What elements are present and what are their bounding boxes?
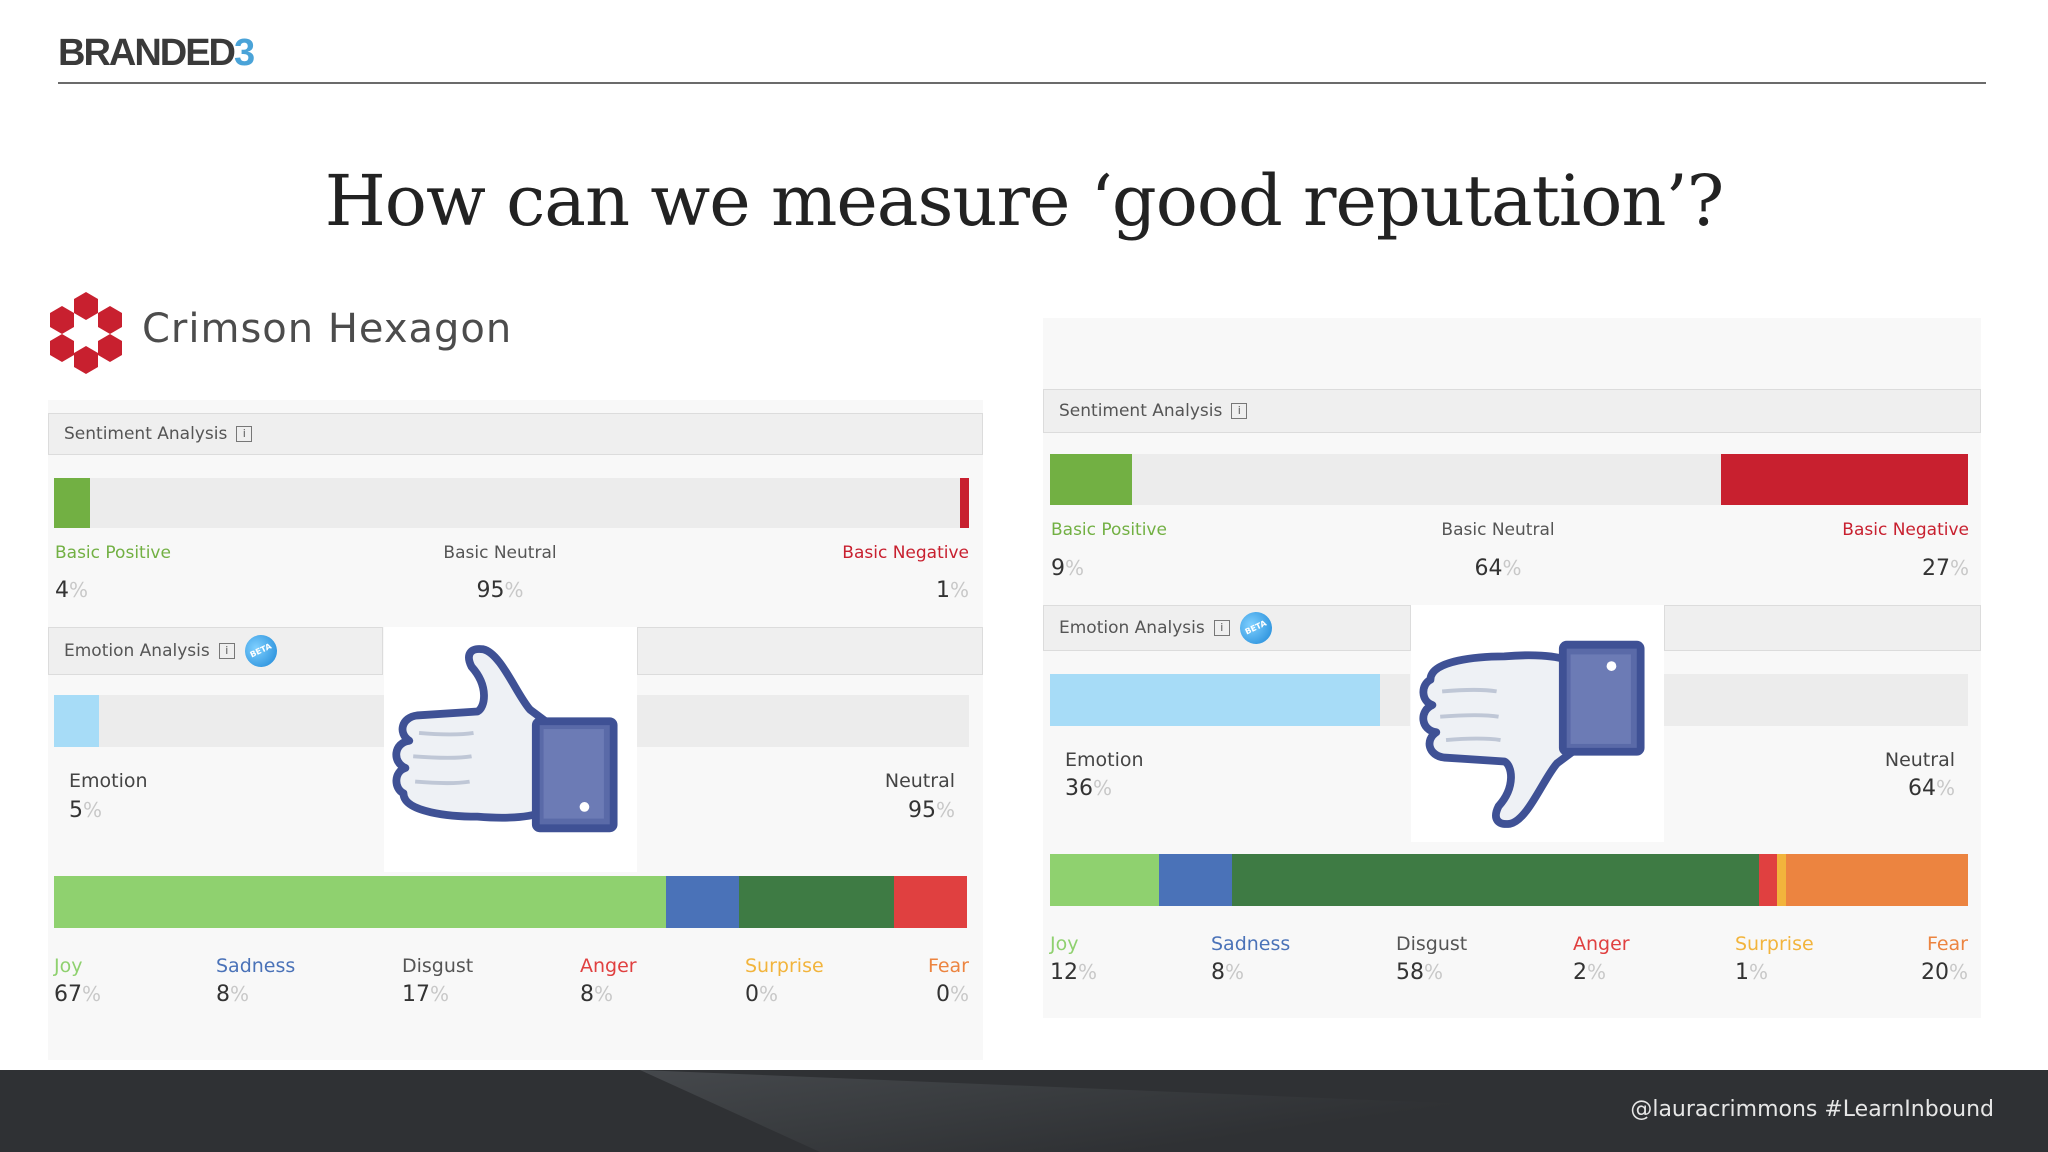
left-joy-value: 67% xyxy=(54,982,102,1007)
right-emotion-bar xyxy=(1050,674,1410,726)
right-negative-segment xyxy=(1721,454,1968,505)
left-surprise-value: 0% xyxy=(745,982,779,1007)
right-emotion-stack-bar xyxy=(1050,854,1968,906)
crimson-hexagon-logo-icon xyxy=(50,292,122,374)
left-fear-value: 0% xyxy=(935,982,969,1007)
sadness-segment xyxy=(1159,854,1232,906)
right-joy-value: 12% xyxy=(1050,960,1098,985)
disgust-segment xyxy=(1232,854,1759,906)
left-joy-label: Joy xyxy=(54,955,83,977)
left-positive-value: 4% xyxy=(55,578,89,603)
left-anger-value: 8% xyxy=(580,982,614,1007)
left-emotion-bar-right xyxy=(637,695,969,747)
right-emotion-header-right xyxy=(1664,605,1981,651)
right-joy-label: Joy xyxy=(1050,933,1079,955)
right-positive-segment xyxy=(1050,454,1132,505)
left-neutral-emotion-value: 95% xyxy=(907,798,955,823)
right-sentiment-title: Sentiment Analysis xyxy=(1059,401,1223,421)
beta-badge-icon: BETA xyxy=(239,629,282,673)
footer-handle: @lauracrimmons #LearnInbound xyxy=(1630,1097,1994,1122)
right-neutral-emotion-value: 64% xyxy=(1907,776,1955,801)
left-anger-label: Anger xyxy=(580,955,637,977)
left-emotion-bar xyxy=(54,695,384,747)
info-icon[interactable]: i xyxy=(1213,620,1230,636)
logo-name: Crimson Hexagon xyxy=(142,306,513,352)
right-positive-value: 9% xyxy=(1051,556,1085,581)
right-negative-label: Basic Negative xyxy=(1842,520,1969,540)
right-sadness-label: Sadness xyxy=(1211,933,1291,955)
info-icon[interactable]: i xyxy=(1231,403,1248,419)
left-emotion-header: Emotion Analysis i BETA xyxy=(48,627,383,675)
right-emotion-label: Emotion xyxy=(1065,749,1144,771)
joy-segment xyxy=(1050,854,1159,906)
left-emotion-stack-bar xyxy=(54,876,968,928)
header-divider xyxy=(58,82,1986,84)
left-sentiment-title: Sentiment Analysis xyxy=(64,424,228,444)
right-positive-label: Basic Positive xyxy=(1051,520,1167,540)
right-emotion-bar-right xyxy=(1664,674,1968,726)
left-fear-label: Fear xyxy=(927,955,969,977)
info-icon[interactable]: i xyxy=(236,426,253,442)
right-disgust-value: 58% xyxy=(1396,960,1444,985)
right-surprise-value: 1% xyxy=(1735,960,1769,985)
left-surprise-label: Surprise xyxy=(745,955,824,977)
left-positive-label: Basic Positive xyxy=(55,543,171,563)
slide-title: How can we measure ‘good reputation’? xyxy=(324,160,1724,242)
disgust-segment xyxy=(739,876,894,928)
right-anger-value: 2% xyxy=(1573,960,1607,985)
left-negative-segment xyxy=(960,478,969,528)
anger-segment xyxy=(1759,854,1777,906)
right-negative-value: 27% xyxy=(1921,556,1969,581)
left-positive-segment xyxy=(54,478,90,528)
left-sentiment-header: Sentiment Analysis i xyxy=(48,413,983,455)
beta-badge-icon: BETA xyxy=(1234,606,1277,650)
footer: @lauracrimmons #LearnInbound xyxy=(0,1070,2048,1152)
right-neutral-label: Basic Neutral xyxy=(1441,520,1555,540)
right-surprise-label: Surprise xyxy=(1735,933,1814,955)
right-sentiment-bar xyxy=(1050,454,1968,505)
right-sentiment-header: Sentiment Analysis i xyxy=(1043,389,1981,433)
thumbs-up-icon xyxy=(384,627,637,872)
left-emotion-label: Emotion xyxy=(69,770,148,792)
right-anger-label: Anger xyxy=(1573,933,1630,955)
anger-segment xyxy=(894,876,967,928)
brand-accent: 3 xyxy=(234,32,255,74)
left-sadness-value: 8% xyxy=(216,982,250,1007)
right-sadness-value: 8% xyxy=(1211,960,1245,985)
right-fear-label: Fear xyxy=(1926,933,1968,955)
left-emotion-title: Emotion Analysis xyxy=(64,641,210,661)
info-icon[interactable]: i xyxy=(218,643,235,659)
left-negative-label: Basic Negative xyxy=(842,543,969,563)
sadness-segment xyxy=(666,876,739,928)
joy-segment xyxy=(54,876,666,928)
right-disgust-label: Disgust xyxy=(1396,933,1468,955)
left-sadness-label: Sadness xyxy=(216,955,296,977)
right-emotion-value: 36% xyxy=(1065,776,1113,801)
left-negative-value: 1% xyxy=(935,578,969,603)
left-disgust-label: Disgust xyxy=(402,955,474,977)
right-neutral-value: 64% xyxy=(1474,556,1522,581)
left-emotion-header-right xyxy=(637,627,983,675)
left-sentiment-bar xyxy=(54,478,969,528)
left-emotion-value: 5% xyxy=(69,798,103,823)
left-neutral-emotion-label: Neutral xyxy=(884,770,955,792)
brand-main: BRANDED xyxy=(58,32,236,74)
left-disgust-value: 17% xyxy=(402,982,450,1007)
left-neutral-label: Basic Neutral xyxy=(443,543,557,563)
right-emotion-title: Emotion Analysis xyxy=(1059,618,1205,638)
right-fear-value: 20% xyxy=(1920,960,1968,985)
right-emotion-header: Emotion Analysis i BETA xyxy=(1043,605,1411,651)
left-emotion-segment xyxy=(54,695,99,747)
brand-logo: BRANDED3 xyxy=(58,32,255,75)
right-emotion-segment xyxy=(1050,674,1380,726)
thumbs-down-icon xyxy=(1411,605,1664,842)
left-neutral-value: 95% xyxy=(476,578,524,603)
right-neutral-emotion-label: Neutral xyxy=(1884,749,1955,771)
surprise-segment xyxy=(1777,854,1786,906)
fear-segment xyxy=(1786,854,1968,906)
